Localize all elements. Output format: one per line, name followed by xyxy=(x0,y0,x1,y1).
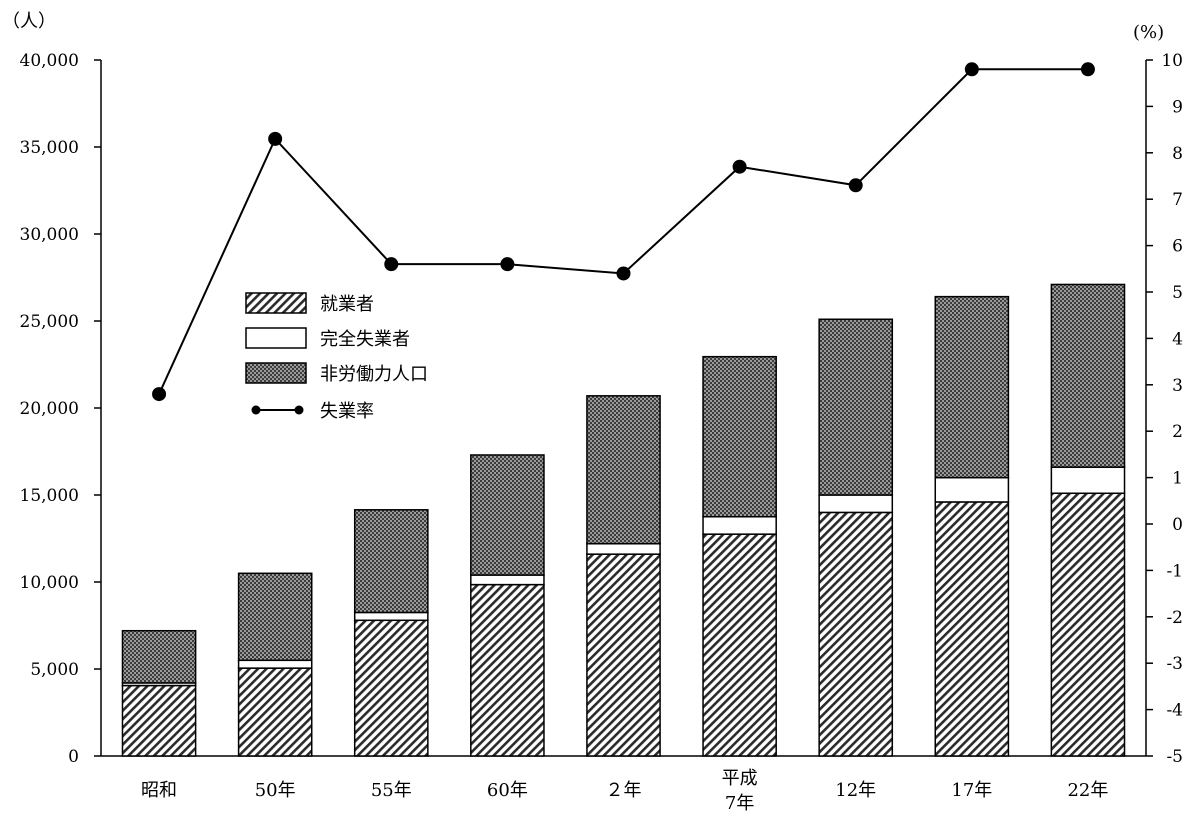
unemployment-rate-line xyxy=(152,62,1095,402)
rate-point xyxy=(152,387,167,402)
rate-point xyxy=(384,257,399,272)
right-tick-label: -1 xyxy=(1166,561,1183,581)
rate-point xyxy=(848,178,863,193)
category-label: 55年 xyxy=(371,780,412,801)
rate-point xyxy=(1080,62,1095,77)
left-axis-ticks: 0 5,000 10,000 15,000 20,000 25,000 30,000 35,0… xyxy=(20,51,101,767)
right-tick-label: 7 xyxy=(1172,190,1183,210)
rate-point xyxy=(268,131,283,146)
left-tick-label: 35,000 xyxy=(20,138,79,158)
legend-label-unemployment-rate: 失業率 xyxy=(320,401,374,422)
bar-employed xyxy=(1050,492,1126,757)
bar-employed xyxy=(702,533,777,757)
bar-unemployed xyxy=(470,574,545,586)
bar-not-in-labor-force xyxy=(818,318,894,496)
rate-point xyxy=(616,266,631,281)
right-tick-label: -4 xyxy=(1166,701,1183,721)
bar-employed xyxy=(586,553,661,757)
category-label: 12年 xyxy=(835,780,876,801)
right-tick-label: 4 xyxy=(1172,329,1183,349)
bar-not-in-labor-force xyxy=(237,572,313,662)
bar-not-in-labor-force xyxy=(470,454,545,576)
right-tick-label: 5 xyxy=(1172,283,1183,303)
legend-label-employed: 就業者 xyxy=(320,294,374,315)
bar-employed xyxy=(934,501,1010,757)
legend-label-unemployed: 完全失業者 xyxy=(320,329,410,350)
bar-not-in-labor-force xyxy=(934,295,1010,479)
right-tick-label: 3 xyxy=(1172,376,1183,396)
category-label: 50年 xyxy=(255,780,296,801)
right-tick-label: 10 xyxy=(1161,51,1183,71)
category-labels: 昭和 50年 55年 60年 ２年 平成 7年 12年 17年 22年 xyxy=(141,768,1108,814)
category-label: 17年 xyxy=(951,780,992,801)
category-label: ２年 xyxy=(606,780,642,801)
category-label: 昭和 xyxy=(141,780,177,801)
bar-unemployed xyxy=(1050,466,1126,495)
legend-swatch-employed xyxy=(245,292,307,314)
bar-not-in-labor-force xyxy=(121,629,197,684)
stacked-bars xyxy=(121,283,1126,757)
bar-not-in-labor-force xyxy=(702,355,777,518)
right-axis-unit: (%) xyxy=(1133,22,1164,43)
left-tick-label: 40,000 xyxy=(20,51,79,71)
category-label: 22年 xyxy=(1067,780,1108,801)
legend-swatch-unemployed xyxy=(245,327,307,349)
right-tick-label: 2 xyxy=(1172,422,1183,442)
bar-unemployed xyxy=(934,476,1010,503)
left-tick-label: 30,000 xyxy=(20,225,79,245)
right-tick-label: -3 xyxy=(1166,654,1183,674)
bar-employed xyxy=(470,583,545,757)
bar-not-in-labor-force xyxy=(586,395,661,545)
legend: 就業者 完全失業者 非労働力人口 失業率 xyxy=(245,292,428,422)
category-label: 平成 7年 xyxy=(722,768,758,814)
rate-point xyxy=(732,159,747,174)
bar-unemployed xyxy=(237,659,313,669)
left-tick-label: 5,000 xyxy=(30,660,79,680)
bar-unemployed xyxy=(586,542,661,555)
right-tick-label: 1 xyxy=(1172,469,1183,489)
right-tick-label: 8 xyxy=(1172,144,1183,164)
bar-not-in-labor-force xyxy=(353,509,429,614)
left-tick-label: 10,000 xyxy=(20,573,79,593)
right-axis-ticks: -5 -4 -3 -2 -1 0 1 2 3 4 5 6 7 8 9 10 xyxy=(1146,51,1183,767)
left-tick-label: 25,000 xyxy=(20,312,79,332)
left-axis-unit: （人） xyxy=(2,11,56,32)
right-tick-label: 0 xyxy=(1172,515,1183,535)
category-label: 60年 xyxy=(487,780,528,801)
right-tick-label: -2 xyxy=(1166,608,1183,628)
bar-not-in-labor-force xyxy=(1050,283,1126,468)
left-tick-label: 0 xyxy=(68,747,79,767)
bar-unemployed xyxy=(353,611,429,622)
bar-unemployed xyxy=(818,494,894,514)
bar-employed xyxy=(121,684,197,757)
rate-point xyxy=(964,62,979,77)
bar-employed xyxy=(237,667,313,757)
left-tick-label: 20,000 xyxy=(20,399,79,419)
bar-unemployed xyxy=(702,516,777,535)
right-tick-label: 9 xyxy=(1172,97,1183,117)
legend-swatch-rate-marker-right xyxy=(294,405,304,415)
bar-employed xyxy=(353,619,429,757)
bar-employed xyxy=(818,511,894,757)
rate-point xyxy=(500,257,515,272)
legend-label-not-in-labor-force: 非労働力人口 xyxy=(320,364,428,385)
left-tick-label: 15,000 xyxy=(20,486,79,506)
legend-swatch-rate-marker-left xyxy=(251,405,261,415)
right-tick-label: 6 xyxy=(1172,237,1183,257)
legend-swatch-not-in-labor-force xyxy=(245,362,307,384)
right-tick-label: -5 xyxy=(1166,747,1183,767)
